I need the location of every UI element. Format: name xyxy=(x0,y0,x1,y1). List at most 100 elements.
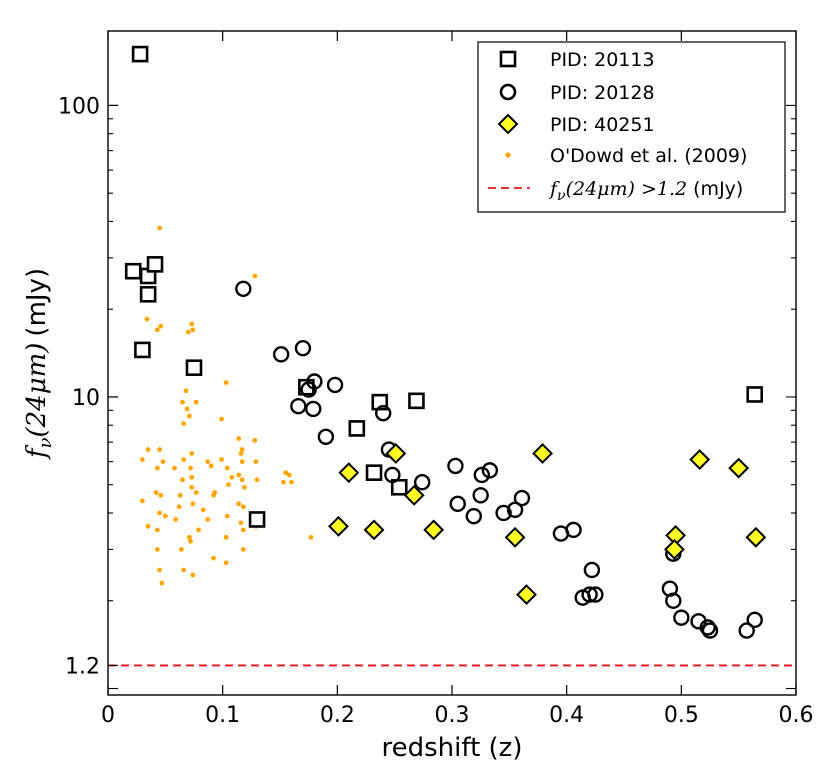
point-odowd xyxy=(223,560,229,566)
point-odowd xyxy=(160,459,166,465)
point-pid-20128 xyxy=(701,622,719,639)
point-odowd xyxy=(238,520,244,526)
point-pid-20128 xyxy=(699,619,716,636)
point-odowd xyxy=(158,492,164,498)
point-odowd xyxy=(193,399,199,405)
point-pid-20128 xyxy=(495,504,512,522)
point-odowd xyxy=(176,504,182,510)
point-pid-40251 xyxy=(728,457,750,479)
point-odowd xyxy=(162,513,168,519)
point-odowd xyxy=(236,472,242,478)
point-odowd xyxy=(219,416,224,422)
point-odowd xyxy=(254,477,260,483)
point-pid-20113 xyxy=(134,341,151,359)
point-pid-40251 xyxy=(516,584,537,605)
point-odowd xyxy=(154,547,160,552)
point-pid-20128 xyxy=(294,339,312,357)
point-pid-20128 xyxy=(317,428,335,446)
point-odowd xyxy=(157,510,163,516)
point-pid-40251 xyxy=(423,519,445,541)
y-tick-label: 1.2 xyxy=(65,654,100,679)
point-pid-20128 xyxy=(587,586,604,603)
point-pid-20128 xyxy=(481,462,499,479)
point-pid-20128 xyxy=(473,466,491,484)
data-markers xyxy=(124,45,767,639)
point-odowd xyxy=(190,327,196,333)
point-odowd xyxy=(200,507,206,513)
point-pid-40251 xyxy=(338,462,360,484)
point-pid-20128 xyxy=(413,474,431,491)
point-odowd xyxy=(181,421,187,427)
point-odowd xyxy=(154,327,160,333)
legend-marker-diamond xyxy=(497,113,519,135)
legend-box xyxy=(477,41,786,213)
point-pid-20128 xyxy=(465,507,482,525)
point-pid-20128 xyxy=(513,489,531,507)
point-pid-20128 xyxy=(583,561,601,579)
x-tick-label: 0 xyxy=(101,703,115,728)
point-odowd xyxy=(239,477,245,483)
x-tick-label: 0.4 xyxy=(549,703,584,728)
y-tick-label: 100 xyxy=(58,94,100,119)
point-pid-20128 xyxy=(305,400,322,418)
point-pid-20113 xyxy=(408,392,425,410)
point-odowd xyxy=(242,484,247,490)
point-odowd xyxy=(223,380,229,386)
point-pid-40251 xyxy=(745,526,767,548)
point-odowd xyxy=(219,457,224,462)
x-tick-label: 0.1 xyxy=(205,703,240,728)
legend-label-threshold: fν(24μm) >1.2 (mJy) xyxy=(548,178,743,204)
point-odowd xyxy=(183,388,189,394)
point-pid-20128 xyxy=(447,457,464,475)
point-odowd xyxy=(226,482,231,488)
point-odowd xyxy=(190,501,196,507)
point-odowd xyxy=(240,527,246,533)
point-odowd xyxy=(240,504,246,510)
legend: PID: 20113 PID: 20128 PID: 40251 O'Dowd … xyxy=(477,41,786,213)
point-odowd xyxy=(140,457,145,462)
point-pid-20113 xyxy=(139,285,157,303)
legend-marker-square xyxy=(499,50,517,68)
point-pid-20113 xyxy=(365,464,383,481)
point-pid-20128 xyxy=(272,346,290,363)
point-pid-20128 xyxy=(673,609,690,626)
point-pid-20128 xyxy=(665,592,682,609)
point-pid-40251 xyxy=(689,449,711,470)
point-odowd xyxy=(187,534,192,540)
point-odowd xyxy=(308,534,314,540)
x-tick-label: 0.2 xyxy=(320,703,355,728)
point-odowd xyxy=(205,459,211,465)
point-pid-40251 xyxy=(363,519,385,541)
point-odowd xyxy=(196,527,201,533)
point-odowd xyxy=(224,465,230,471)
point-odowd xyxy=(185,329,191,335)
point-odowd xyxy=(252,273,258,279)
point-pid-20128 xyxy=(472,487,489,504)
point-odowd xyxy=(145,447,151,452)
point-odowd xyxy=(178,547,184,552)
legend-label-40251: PID: 40251 xyxy=(550,114,655,136)
point-odowd xyxy=(239,459,245,465)
point-pid-20128 xyxy=(746,611,763,629)
point-pid-20128 xyxy=(449,495,466,513)
point-odowd xyxy=(180,399,185,405)
point-odowd xyxy=(158,323,164,329)
point-pid-20128 xyxy=(565,521,582,539)
point-odowd xyxy=(173,517,179,522)
x-tick-label: 0.5 xyxy=(664,703,699,728)
point-pid-20113 xyxy=(248,511,266,528)
point-odowd xyxy=(140,498,145,504)
point-odowd xyxy=(193,490,199,495)
point-pid-40251 xyxy=(504,526,526,548)
point-odowd xyxy=(157,447,163,452)
plot-frame xyxy=(107,30,797,696)
point-odowd xyxy=(188,538,193,544)
point-odowd xyxy=(252,437,258,443)
point-pid-20128 xyxy=(326,376,344,394)
y-axis-title: fν(24μm)(mJy) xyxy=(22,268,56,460)
point-pid-20113 xyxy=(124,262,142,280)
point-odowd xyxy=(153,490,159,495)
point-odowd xyxy=(180,477,185,483)
legend-label-20128: PID: 20128 xyxy=(550,82,655,104)
